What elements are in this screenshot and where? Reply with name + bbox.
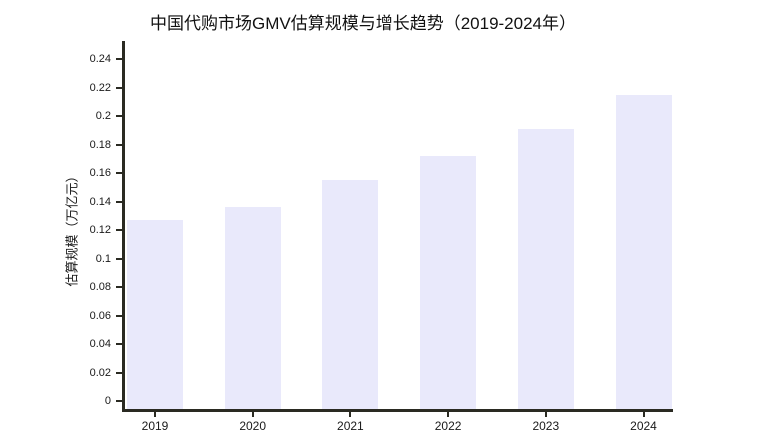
- y-axis-tick: [116, 371, 122, 374]
- y-axis-tick: [116, 229, 122, 232]
- y-axis-tick: [116, 58, 122, 61]
- y-axis-tick-label: 0.22: [89, 81, 111, 94]
- y-axis-tick: [116, 115, 122, 118]
- x-axis-tick-label: 2022: [434, 419, 462, 433]
- y-axis-tick-label: 0.16: [89, 167, 111, 180]
- x-axis-tick: [154, 412, 156, 417]
- y-axis-tick-label: 0.14: [89, 195, 111, 208]
- y-axis-tick-label: 0.12: [89, 224, 111, 237]
- x-axis-tick-label: 2024: [630, 419, 657, 433]
- y-axis-tick-label: 0.24: [89, 53, 111, 66]
- y-axis-tick-label: 0.08: [89, 281, 111, 294]
- x-axis-tick-label: 2021: [337, 419, 364, 433]
- y-axis-tick: [116, 86, 122, 89]
- y-axis-tick: [116, 343, 122, 346]
- plot-area: 0 0.02 0.04 0.06 0.08 0.1 0.12 0.14 0.16 0.18 0.2 0…: [90, 41, 673, 433]
- y-axis-tick-label: 0.02: [89, 366, 111, 379]
- x-axis-tick-label: 2020: [239, 419, 267, 433]
- y-axis-tick: [116, 400, 122, 402]
- x-axis-tick: [642, 412, 645, 417]
- y-axis-tick-label: 0: [104, 395, 111, 407]
- y-axis-tick: [116, 143, 122, 146]
- y-axis-tick-label: 0.04: [89, 338, 111, 351]
- y-axis-tick-label: 0.2: [95, 110, 111, 123]
- bar-2020: [224, 207, 281, 409]
- y-axis-title: 估算规模（万亿元）: [64, 169, 80, 287]
- x-axis-tick-label: 2023: [532, 419, 560, 433]
- bar-2023: [517, 129, 574, 409]
- y-axis-tick-label: 0.06: [89, 309, 111, 322]
- bar-2022: [420, 156, 477, 409]
- bar-2021: [322, 180, 379, 409]
- x-axis-tick-label: 2019: [141, 419, 169, 433]
- y-axis-tick: [116, 257, 122, 260]
- bar-2024: [615, 94, 672, 409]
- x-axis-tick: [447, 412, 450, 417]
- x-axis-tick: [251, 412, 254, 417]
- y-axis-tick-label: 0.18: [89, 138, 111, 151]
- y-axis-tick: [116, 314, 122, 317]
- y-axis-tick: [116, 172, 122, 175]
- bar-2019: [127, 220, 183, 409]
- y-axis-tick: [116, 200, 122, 203]
- x-axis-tick: [349, 412, 352, 417]
- y-axis-tick-label: 0.1: [95, 252, 111, 265]
- x-axis-tick: [544, 412, 547, 417]
- chart-title: 中国代购市场GMV估算规模与增长趋势（2019-2024年）: [149, 14, 577, 33]
- y-axis-tick: [116, 286, 122, 289]
